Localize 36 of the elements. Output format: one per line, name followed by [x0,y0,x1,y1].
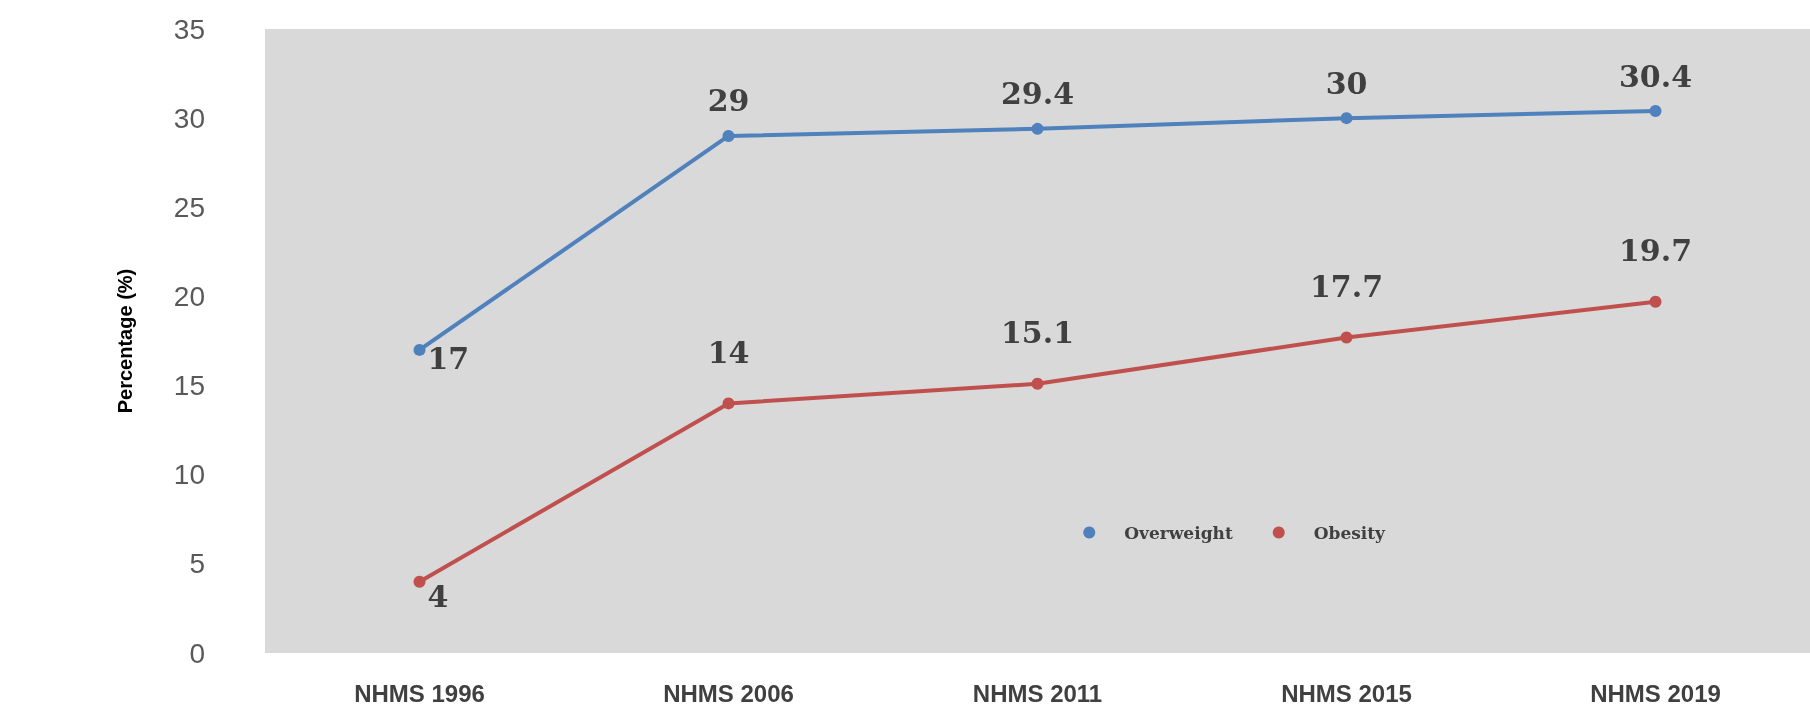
y-tick-label: 5 [189,548,205,580]
y-axis-title: Percentage (%) [114,268,136,414]
data-label: 30 [1325,65,1368,101]
data-label: 29.4 [1000,76,1075,112]
data-label: 30.4 [1618,58,1693,94]
point [413,343,426,356]
x-tick-label: NHMS 2011 [972,679,1103,707]
legend-label: Obesity [1313,522,1387,543]
point [1031,377,1044,390]
y-tick-label: 25 [173,191,205,223]
point [1340,112,1353,125]
y-tick-label: 30 [173,102,205,134]
data-label: 17.7 [1309,268,1384,304]
data-label: 4 [427,579,449,615]
y-tick-label: 35 [173,13,205,45]
point [413,575,426,588]
data-label: 29 [707,83,750,119]
data-label: 14 [707,334,750,370]
point [722,129,735,142]
y-tick-label: 20 [173,280,205,312]
point [1649,105,1662,118]
point [1031,122,1044,135]
y-tick-label: 0 [189,637,205,669]
data-label: 15.1 [1000,315,1075,351]
data-label: 19.7 [1618,233,1693,269]
x-tick-label: NHMS 2006 [663,679,794,707]
point [1340,331,1353,344]
legend-label: Overweight [1124,522,1233,543]
y-tick-label: 15 [173,370,205,402]
x-tick-label: NHMS 1996 [354,679,485,707]
data-label: 17 [427,341,470,377]
point [1649,295,1662,308]
y-tick-label: 10 [173,459,205,491]
x-tick-label: NHMS 2015 [1281,679,1412,707]
point [722,397,735,410]
x-tick-label: NHMS 2019 [1590,679,1721,707]
